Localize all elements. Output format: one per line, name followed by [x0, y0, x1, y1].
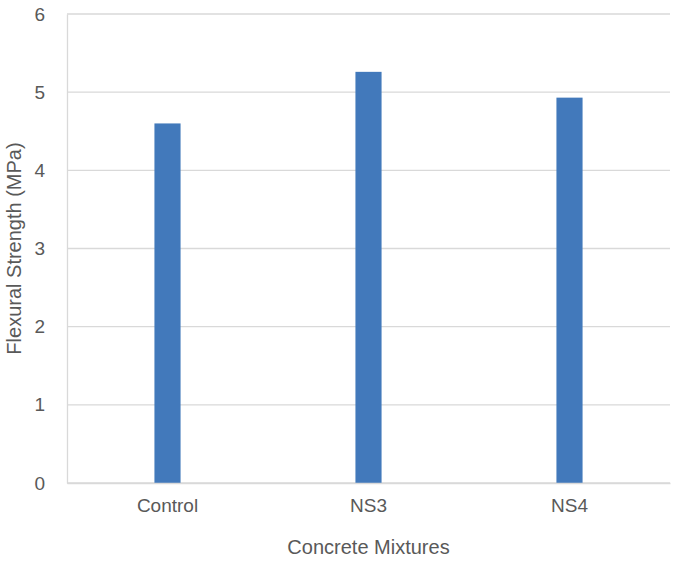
x-tick-label: NS4 [551, 495, 588, 516]
y-axis-line [67, 15, 68, 484]
y-tick: 5 [34, 82, 67, 103]
chart: 0 1 2 3 4 5 6 Control NS3 NS4 Concrete Mixtures Fle… [0, 0, 685, 568]
y-tick: 4 [34, 160, 67, 181]
y-tick-label: 6 [34, 4, 45, 25]
x-axis-title: Concrete Mixtures [287, 536, 449, 558]
x-tick-label: NS3 [350, 495, 387, 516]
x-tick-label: Control [137, 495, 198, 516]
y-tick: 1 [34, 394, 67, 415]
grid [67, 14, 670, 483]
plot: 0 1 2 3 4 5 6 Control NS3 NS4 [34, 4, 670, 517]
y-axis-title: Flexural Strength (MPa) [3, 142, 25, 354]
x-axis-line [68, 483, 671, 484]
x-tick: Control [137, 483, 198, 516]
y-tick-label: 2 [34, 316, 45, 337]
x-axis: Control NS3 NS4 [68, 483, 671, 516]
y-tick: 0 [34, 473, 67, 494]
x-tick: NS4 [551, 483, 588, 516]
y-tick: 3 [34, 238, 67, 259]
bar [355, 72, 381, 483]
y-tick-label: 3 [34, 238, 45, 259]
y-tick-label: 5 [34, 82, 45, 103]
grid-line [67, 13, 670, 14]
y-tick: 2 [34, 316, 67, 337]
y-tick-label: 4 [34, 160, 45, 181]
y-tick-label: 0 [34, 473, 45, 494]
y-tick: 6 [34, 4, 67, 25]
bar [154, 123, 180, 483]
x-tick: NS3 [350, 483, 387, 516]
y-tick-label: 1 [34, 394, 45, 415]
bar [556, 98, 582, 483]
y-axis: 0 1 2 3 4 5 6 [34, 4, 67, 494]
bars [154, 72, 582, 483]
